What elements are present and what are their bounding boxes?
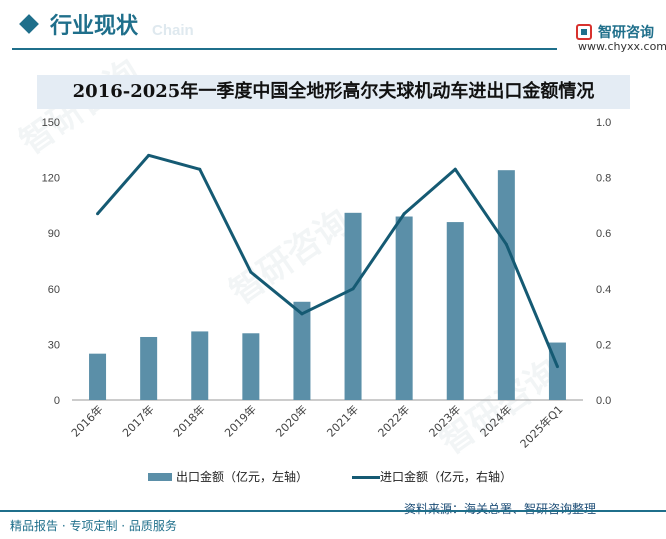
x-tick-label: 2023年 <box>426 402 463 439</box>
y-left-tick-label: 60 <box>48 284 60 296</box>
x-tick-label: 2025年Q1 <box>517 402 566 451</box>
chart-title-bar: 2016-2025年一季度中国全地形高尔夫球机动车进出口金额情况 <box>37 75 630 109</box>
bar-export <box>446 222 464 400</box>
point-import <box>147 153 151 157</box>
y-left-tick-label: 90 <box>48 228 60 240</box>
bar-export <box>497 170 515 400</box>
page-footer: 精品报告 · 专项定制 · 品质服务 <box>0 510 666 539</box>
x-tick-label: 2022年 <box>375 402 412 439</box>
header-divider <box>12 48 557 50</box>
bar-export <box>89 353 107 400</box>
legend-label-export: 出口金额（亿元，左轴） <box>176 470 309 484</box>
footer-slogan: 精品报告 · 专项定制 · 品质服务 <box>10 519 177 533</box>
y-right-tick-label: 0.8 <box>596 173 611 185</box>
point-import <box>96 212 100 216</box>
chart-legend: 出口金额（亿元，左轴） 进口金额（亿元，右轴） <box>0 468 666 486</box>
source-note: 资料来源：海关总署、智研咨询整理 <box>404 502 597 516</box>
point-import <box>402 212 406 216</box>
legend-swatch-import <box>352 476 380 479</box>
x-tick-label: 2024年 <box>477 402 514 439</box>
x-tick-label: 2016年 <box>68 402 105 439</box>
point-import <box>249 270 253 274</box>
x-tick-label: 2018年 <box>170 402 207 439</box>
y-right-tick-label: 0.4 <box>596 284 611 296</box>
point-import <box>300 312 304 316</box>
x-tick-label: 2021年 <box>324 402 361 439</box>
x-tick-label: 2020年 <box>273 402 310 439</box>
chart-title: 2016-2025年一季度中国全地形高尔夫球机动车进出口金额情况 <box>72 81 595 102</box>
legend-label-import: 进口金额（亿元，右轴） <box>380 470 513 484</box>
section-subtitle-en: Chain <box>152 22 194 39</box>
y-left-tick-label: 30 <box>48 339 60 351</box>
chart-canvas: 0 30 60 90 120 150 0.0 0.2 0.4 0.6 0.8 1.0 2016年 2017… <box>42 117 612 451</box>
bar-export <box>395 216 413 400</box>
y-left-tick-label: 0 <box>54 395 60 407</box>
bar-export <box>140 336 158 400</box>
bar-export <box>293 301 311 400</box>
brand-logo: 智研咨询 www.chyxx.com <box>560 20 666 53</box>
report-header: 行业现状 Chain 智研咨询 www.chyxx.com <box>0 0 666 53</box>
brand-name: 智研咨询 <box>598 25 654 41</box>
brand-logo-icon <box>576 24 592 40</box>
x-tick-label: 2017年 <box>119 402 156 439</box>
y-right-tick-label: 1.0 <box>596 117 611 129</box>
point-import <box>555 365 559 369</box>
line-import <box>96 153 559 368</box>
point-import <box>504 242 508 246</box>
point-import <box>453 167 457 171</box>
bar-export <box>242 333 260 400</box>
point-import <box>351 287 355 291</box>
y-right-tick-label: 0.2 <box>596 339 611 351</box>
y-right-tick-label: 0.0 <box>596 395 611 407</box>
bar-export <box>191 331 209 400</box>
bar-export <box>344 212 362 400</box>
x-tick-label: 2019年 <box>221 402 258 439</box>
y-right-tick-label: 0.6 <box>596 228 611 240</box>
section-title: 行业现状 <box>50 14 139 39</box>
legend-swatch-export <box>148 473 172 481</box>
point-import <box>198 167 202 171</box>
brand-url: www.chyxx.com <box>578 40 666 53</box>
y-left-tick-label: 150 <box>42 117 60 129</box>
y-left-tick-label: 120 <box>42 173 60 185</box>
